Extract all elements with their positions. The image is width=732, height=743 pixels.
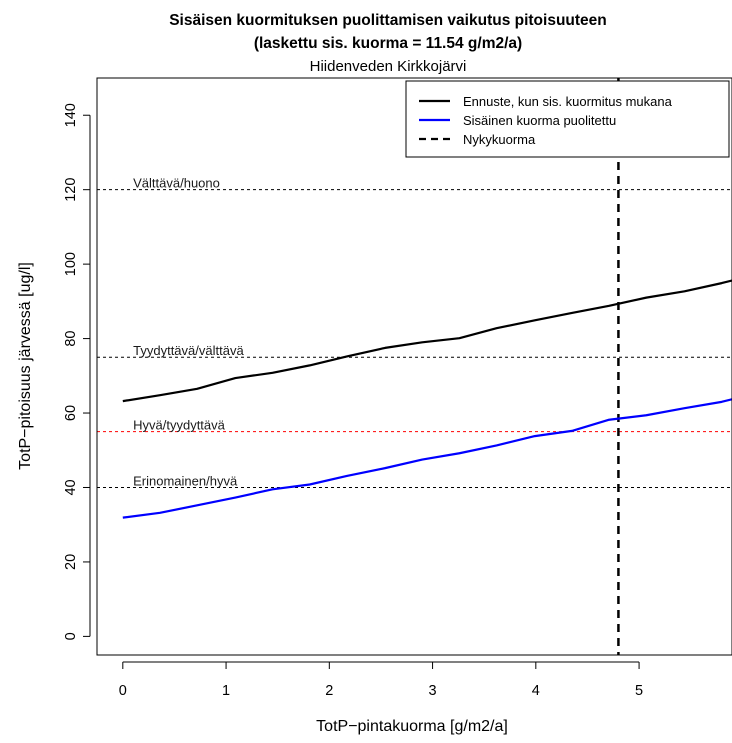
legend-box [405, 80, 730, 158]
series-layer [122, 279, 732, 519]
x-tick-label: 3 [429, 683, 437, 699]
y-axis-label: TotP−pitoisuus järvessä [ug/l] [17, 262, 34, 470]
x-tick-label: 0 [119, 683, 127, 699]
x-tick-label: 2 [325, 683, 333, 699]
x-tick-label: 5 [635, 683, 643, 699]
chart-title-line2: (laskettu sis. kuorma = 11.54 g/m2/a) [254, 35, 522, 52]
series-line-1 [122, 279, 732, 403]
legend-label-nykykuorma: Nykykuorma [463, 132, 536, 147]
y-tick-label: 60 [63, 405, 79, 421]
reference-label-valttava-huono: Välttävä/huono [133, 176, 220, 191]
chart-title: Sisäisen kuormituksen puolittamisen vaik… [169, 12, 607, 29]
y-axis: 0 20 40 60 80 100 120 140 [63, 103, 91, 640]
reference-lines: Välttävä/huono Tyydyttävä/välttävä Hyvä/ty… [97, 176, 732, 488]
x-axis: 0 1 2 3 4 5 [119, 661, 643, 699]
x-tick-label: 4 [532, 683, 540, 699]
y-tick-label: 80 [63, 331, 79, 347]
y-tick-label: 0 [63, 632, 79, 640]
series-line-2 [122, 398, 732, 519]
x-axis-label: TotP−pintakuorma [g/m2/a] [316, 718, 508, 735]
legend: Ennuste, kun sis. kuormitus mukana Sisäin… [405, 80, 730, 158]
y-tick-label: 120 [63, 178, 79, 202]
y-tick-label: 20 [63, 554, 79, 570]
y-tick-label: 140 [63, 103, 79, 127]
chart-subtitle: Hiidenveden Kirkkojärvi [310, 58, 467, 75]
y-tick-label: 40 [63, 479, 79, 495]
reference-label-erinomainen-hyva: Erinomainen/hyvä [133, 473, 238, 488]
legend-label-sisainen-kuorma-puolitettu: Sisäinen kuorma puolitettu [463, 113, 616, 128]
legend-label-ennuste-kun-sis-kuormitus-mukana: Ennuste, kun sis. kuormitus mukana [463, 94, 673, 109]
x-tick-label: 1 [222, 683, 230, 699]
plot-frame [96, 77, 732, 656]
y-tick-label: 100 [63, 252, 79, 276]
reference-label-hyva-tyydyttava: Hyvä/tyydyttävä [133, 418, 226, 433]
reference-label-tyydyttava-valttava: Tyydyttävä/välttävä [133, 343, 244, 358]
